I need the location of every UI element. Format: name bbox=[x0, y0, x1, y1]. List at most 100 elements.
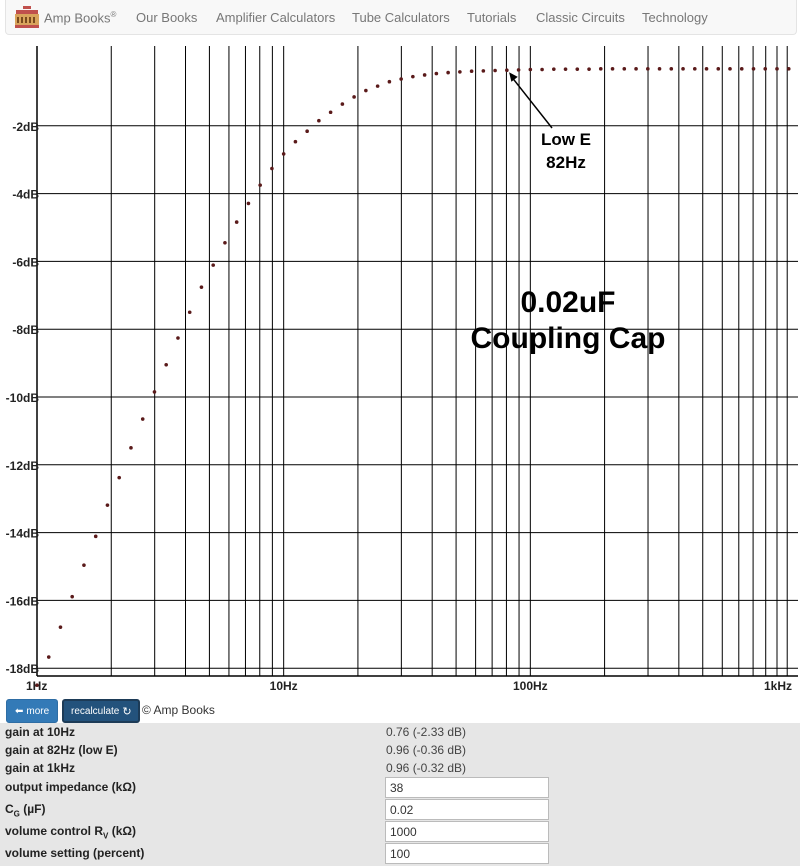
data-point bbox=[610, 67, 615, 71]
data-point bbox=[434, 71, 439, 76]
brand[interactable]: Amp Books® bbox=[14, 4, 116, 32]
frequency-response-chart: -2dB -4dB -6dB -8dB -10dB -12dB -14dB -16dB -18d… bbox=[6, 46, 798, 693]
data-point bbox=[692, 67, 697, 71]
data-point bbox=[669, 67, 674, 71]
x-tick-label: 10Hz bbox=[270, 679, 298, 693]
data-point bbox=[129, 446, 133, 450]
low-e-label: Low E bbox=[541, 130, 591, 149]
copyright: © Amp Books bbox=[142, 703, 215, 717]
data-point bbox=[176, 336, 180, 340]
data-point bbox=[187, 310, 192, 315]
data-point bbox=[93, 534, 98, 539]
data-point bbox=[35, 683, 39, 687]
data-point bbox=[728, 67, 732, 71]
data-point bbox=[598, 67, 603, 71]
amp-logo-icon bbox=[15, 6, 39, 28]
data-point bbox=[140, 417, 145, 421]
chart-points bbox=[35, 67, 791, 687]
data-point bbox=[317, 118, 321, 123]
x-tick-label: 1kHz bbox=[764, 679, 792, 693]
data-point bbox=[458, 70, 462, 74]
chart-grid bbox=[36, 46, 798, 676]
data-point bbox=[281, 152, 286, 156]
data-point bbox=[775, 67, 779, 71]
low-e-arrow bbox=[510, 75, 553, 129]
data-point bbox=[152, 390, 157, 394]
data-point bbox=[704, 67, 709, 71]
data-point bbox=[105, 503, 110, 507]
data-point bbox=[234, 220, 239, 224]
chart-annotations: Low E 82Hz 0.02uF Coupling Cap bbox=[471, 72, 665, 355]
data-point bbox=[587, 67, 591, 71]
data-point bbox=[739, 67, 744, 71]
data-point bbox=[563, 67, 568, 71]
data-point bbox=[328, 110, 333, 115]
result-label: gain at 82Hz (low E) bbox=[5, 743, 118, 757]
data-point bbox=[58, 625, 63, 629]
data-point bbox=[258, 183, 262, 187]
volume-setting-input[interactable] bbox=[385, 843, 549, 864]
nav-technology[interactable]: Technology bbox=[642, 10, 708, 25]
nav-amplifier-calculators[interactable]: Amplifier Calculators bbox=[216, 10, 336, 25]
y-tick-label: -2dB bbox=[12, 120, 39, 134]
result-value: 0.96 (-0.36 dB) bbox=[386, 743, 467, 757]
data-point bbox=[270, 166, 274, 171]
data-point bbox=[657, 67, 662, 71]
data-point bbox=[46, 655, 51, 659]
data-point bbox=[223, 240, 227, 245]
data-point bbox=[70, 594, 74, 599]
data-point bbox=[82, 563, 86, 567]
data-point bbox=[540, 67, 544, 72]
data-point bbox=[364, 88, 368, 93]
data-point bbox=[164, 362, 168, 367]
recalculate-button[interactable]: recalculate ↻ bbox=[62, 699, 140, 723]
data-point bbox=[199, 285, 204, 289]
data-point bbox=[786, 67, 791, 71]
y-tick-label: -18dB bbox=[6, 662, 40, 676]
y-tick-label: -8dB bbox=[12, 323, 39, 337]
y-tick-label: -4dB bbox=[12, 188, 39, 202]
data-point bbox=[340, 102, 345, 106]
data-point bbox=[516, 68, 521, 72]
low-e-arrowhead bbox=[509, 72, 518, 82]
result-value: 0.76 (-2.33 dB) bbox=[386, 725, 467, 739]
volume-control-label: volume control RV (kΩ) bbox=[5, 824, 136, 841]
cap-value-label: 0.02uF bbox=[520, 286, 615, 319]
result-label: gain at 10Hz bbox=[5, 725, 76, 739]
result-label: gain at 1kHz bbox=[5, 761, 76, 775]
navbar: Amp Books® Our Books Amplifier Calculato… bbox=[5, 0, 797, 35]
data-point bbox=[211, 263, 216, 267]
data-point bbox=[751, 67, 756, 71]
nav-tutorials[interactable]: Tutorials bbox=[467, 10, 517, 25]
data-point bbox=[575, 67, 580, 71]
brand-name: Amp Books® bbox=[44, 10, 117, 26]
data-point bbox=[716, 67, 721, 71]
data-point bbox=[352, 95, 356, 99]
data-point bbox=[305, 129, 309, 134]
data-point bbox=[552, 67, 556, 71]
more-button[interactable]: ⬅ more bbox=[6, 699, 58, 723]
nav-tube-calculators[interactable]: Tube Calculators bbox=[352, 10, 450, 25]
data-point bbox=[646, 67, 650, 71]
data-point bbox=[422, 73, 427, 77]
cg-input[interactable] bbox=[385, 799, 549, 820]
y-tick-label: -16dB bbox=[6, 594, 40, 608]
nav-our-books[interactable]: Our Books bbox=[136, 10, 198, 25]
volume-control-input[interactable] bbox=[385, 821, 549, 842]
data-point bbox=[622, 67, 627, 71]
arrow-left-icon: ⬅ bbox=[15, 705, 24, 717]
output-impedance-input[interactable] bbox=[385, 777, 549, 798]
recalculate-button-label: recalculate bbox=[71, 705, 120, 717]
data-point bbox=[505, 68, 509, 73]
data-point bbox=[634, 67, 638, 71]
data-point bbox=[446, 70, 450, 75]
data-point bbox=[763, 67, 768, 71]
y-tick-label: -6dB bbox=[12, 255, 39, 269]
cg-label: CG (µF) bbox=[5, 802, 46, 819]
nav-classic-circuits[interactable]: Classic Circuits bbox=[536, 10, 625, 25]
result-value: 0.96 (-0.32 dB) bbox=[386, 761, 467, 775]
refresh-icon: ↻ bbox=[122, 705, 132, 718]
data-point bbox=[375, 84, 380, 88]
data-point bbox=[469, 69, 474, 74]
data-point bbox=[399, 77, 403, 81]
